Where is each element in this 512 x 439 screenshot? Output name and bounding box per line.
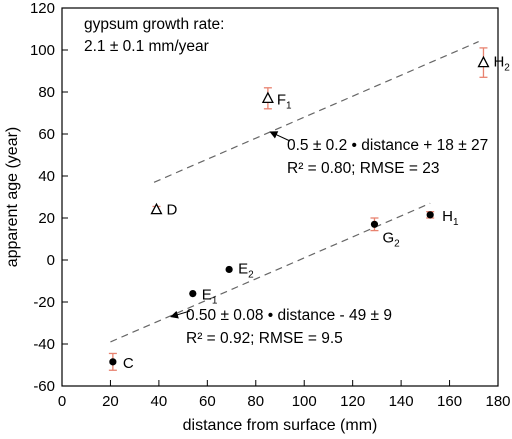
y-axis-title: apparent age (year) [4, 127, 21, 268]
point-label: E1 [202, 287, 218, 307]
data-point-circle [426, 211, 434, 219]
plot-frame [61, 7, 499, 387]
point-label: F1 [277, 91, 292, 111]
x-tick-label: 80 [247, 393, 264, 410]
point-label: H1 [442, 208, 459, 228]
y-tick-label: 80 [38, 84, 55, 101]
x-tick-label: 0 [58, 393, 66, 410]
growth-rate-value: 2.1 ± 0.1 mm/year [84, 38, 209, 55]
y-tick-label: 40 [38, 168, 55, 185]
data-point-circle [189, 290, 197, 298]
point-label: E2 [238, 260, 254, 280]
x-tick-label: 20 [102, 393, 119, 410]
point-label: C [123, 355, 134, 372]
fit-arrow [170, 310, 191, 319]
x-axis-title: distance from surface (mm) [183, 417, 378, 434]
x-tick-label: 120 [340, 393, 365, 410]
x-tick-label: 180 [485, 393, 510, 410]
fit-stats-label: R² = 0.92; RMSE = 9.5 [186, 330, 343, 347]
data-point-triangle [261, 91, 274, 103]
data-point-circle [370, 220, 379, 228]
y-tick-label: -20 [33, 294, 55, 311]
x-tick-label: 100 [292, 393, 317, 410]
data-point-circle [225, 265, 233, 274]
fit-stats-label: R² = 0.80; RMSE = 23 [287, 160, 440, 177]
x-tick-label: 140 [389, 393, 414, 410]
y-tick-label: 120 [30, 0, 55, 17]
point-label: H2 [493, 54, 510, 74]
data-point-triangle [477, 55, 490, 68]
y-tick-label: -60 [33, 378, 55, 395]
y-tick-label: 100 [30, 42, 55, 59]
x-tick-label: 160 [437, 393, 462, 410]
y-tick-label: 60 [38, 126, 55, 143]
fit-arrow [269, 131, 291, 142]
growth-rate-title: gypsum growth rate: [84, 16, 224, 33]
x-tick-label: 60 [199, 393, 216, 410]
point-label: D [166, 202, 177, 219]
point-label: G2 [382, 229, 400, 249]
fit-line [153, 41, 479, 183]
fit-equation-label: 0.50 ± 0.08 • distance - 49 ± 9 [186, 307, 392, 324]
x-tick-label: 40 [151, 393, 168, 410]
y-tick-label: 20 [38, 210, 55, 227]
data-point-triangle [150, 202, 163, 215]
data-point-circle [109, 358, 117, 366]
fit-equation-label: 0.5 ± 0.2 • distance + 18 ± 27 [287, 137, 488, 154]
y-tick-label: -40 [33, 336, 55, 353]
y-tick-label: 0 [47, 252, 55, 269]
